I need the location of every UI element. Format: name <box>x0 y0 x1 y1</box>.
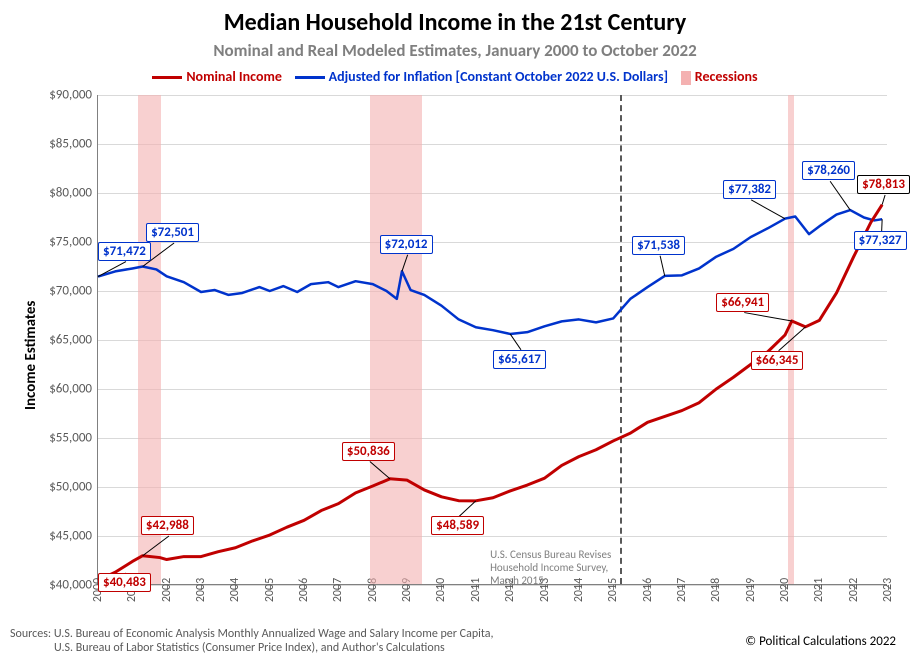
annotation-label: $48,589 <box>431 516 484 535</box>
plot-area: $40,000$45,000$50,000$55,000$60,000$65,0… <box>97 95 887 585</box>
y-tick-label: $40,000 <box>49 578 92 593</box>
annotation-label: $65,617 <box>493 350 546 369</box>
annotation-label: $71,472 <box>98 242 151 261</box>
legend-recession-swatch <box>681 71 691 85</box>
y-tick-label: $55,000 <box>49 431 92 446</box>
annotation-label: $66,941 <box>716 293 769 312</box>
y-tick-label: $65,000 <box>49 333 92 348</box>
annotation-label: $40,483 <box>98 573 151 592</box>
y-tick-label: $75,000 <box>49 235 92 250</box>
chart-subtitle: Nominal and Real Modeled Estimates, Janu… <box>0 40 910 61</box>
sources-line-1: Sources: U.S. Bureau of Economic Analysi… <box>10 627 494 641</box>
legend-real-label: Adjusted for Inflation [Constant October… <box>329 68 669 85</box>
annotation-label: $71,538 <box>632 236 685 255</box>
legend-real-swatch <box>295 76 325 79</box>
legend-real: Adjusted for Inflation [Constant October… <box>295 68 672 85</box>
annotation-label: $42,988 <box>141 516 194 535</box>
annotation-label: $78,260 <box>802 161 855 180</box>
y-tick-label: $70,000 <box>49 284 92 299</box>
legend-recession-label: Recessions <box>695 68 758 85</box>
y-tick-label: $50,000 <box>49 480 92 495</box>
y-tick-label: $45,000 <box>49 529 92 544</box>
y-tick-label: $60,000 <box>49 382 92 397</box>
chart-title: Median Household Income in the 21st Cent… <box>0 8 910 37</box>
y-tick-label: $90,000 <box>49 88 92 103</box>
legend-recession: Recessions <box>681 68 758 85</box>
annotation-label: $78,813 <box>857 175 910 194</box>
annotation-label: $66,345 <box>751 351 804 370</box>
y-tick-label: $80,000 <box>49 186 92 201</box>
annotation-connectors <box>98 95 910 585</box>
annotation-label: $72,501 <box>146 223 199 242</box>
chart-legend: Nominal Income Adjusted for Inflation [C… <box>0 68 910 85</box>
annotation-label: $72,012 <box>380 235 433 254</box>
copyright: © Political Calculations 2022 <box>745 634 896 649</box>
annotation-label: $77,327 <box>854 231 907 250</box>
legend-nominal: Nominal Income <box>152 68 285 85</box>
annotation-label: $50,836 <box>342 442 395 461</box>
legend-nominal-swatch <box>152 76 182 79</box>
legend-nominal-label: Nominal Income <box>186 68 282 85</box>
chart-container: Median Household Income in the 21st Cent… <box>0 0 910 661</box>
y-tick-label: $85,000 <box>49 137 92 152</box>
y-axis-title: Income Estimates <box>22 301 40 410</box>
sources-line-2: U.S. Bureau of Labor Statistics (Consume… <box>54 641 445 655</box>
annotation-label: $77,382 <box>723 180 776 199</box>
